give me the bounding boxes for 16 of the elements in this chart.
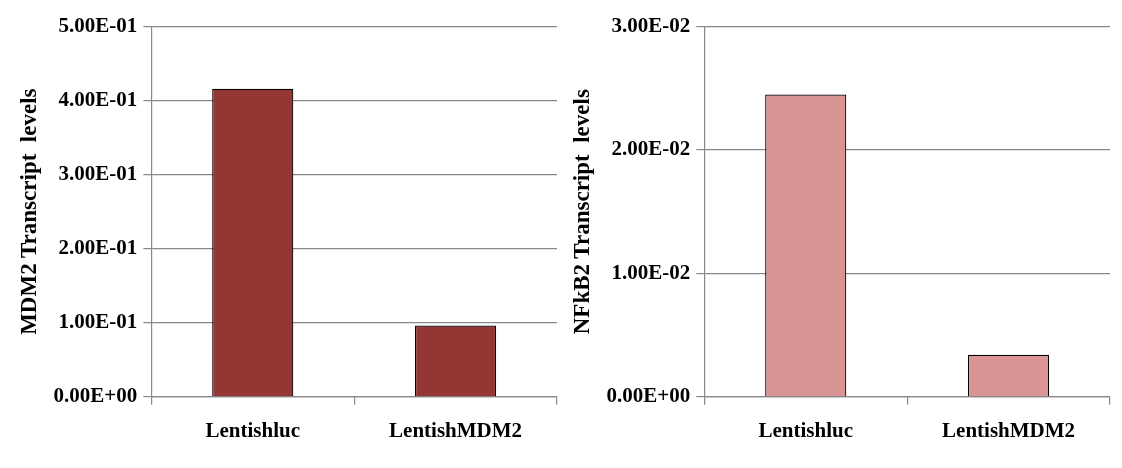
- x-tick-label: LentishMDM2: [389, 417, 523, 442]
- y-tick-label: 0.00E+00: [606, 383, 691, 408]
- y-tick-label: 1.00E-02: [611, 259, 691, 284]
- y-tick-label: 1.00E-01: [58, 309, 138, 334]
- y-tick-label: 3.00E-02: [611, 13, 691, 38]
- y-tick-label: 2.00E-01: [58, 235, 138, 260]
- y-tick-label: 4.00E-01: [58, 87, 138, 112]
- y-tick-label: 3.00E-01: [58, 161, 138, 186]
- y-tick-label: 2.00E-02: [611, 136, 691, 161]
- y-tick-label: 5.00E-01: [58, 13, 138, 38]
- x-tick-label: Lentishluc: [205, 417, 301, 442]
- y-axis-title: NFkB2 Transcript levels: [568, 89, 594, 335]
- y-axis-title: MDM2 Transcript levels: [15, 88, 41, 335]
- y-tick-label: 0.00E+00: [53, 383, 138, 408]
- x-tick-label: Lentishluc: [758, 417, 854, 442]
- x-tick-label: LentishMDM2: [942, 417, 1076, 442]
